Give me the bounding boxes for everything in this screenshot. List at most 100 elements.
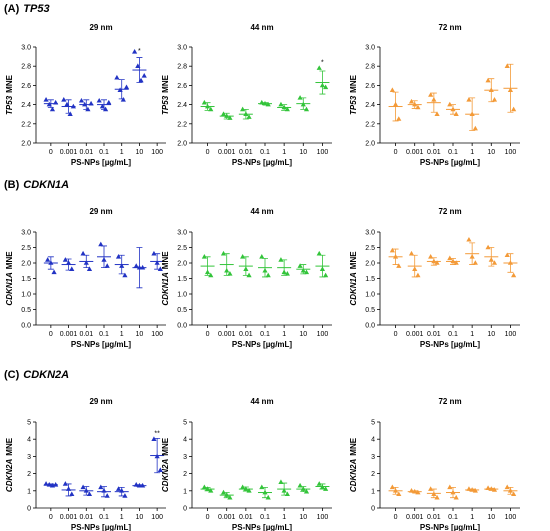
data-point	[98, 484, 104, 490]
error-bar	[154, 253, 161, 270]
error-bar	[242, 256, 249, 276]
y-tick-label: 0.0	[365, 323, 375, 330]
y-label-gene: TP53	[349, 95, 358, 115]
data-point	[491, 260, 498, 265]
chart-title: 44 nm	[250, 397, 273, 406]
y-label-gene: CDKN1A	[161, 272, 170, 306]
y-tick-label: 1.0	[21, 292, 31, 299]
data-point	[408, 250, 415, 256]
data-point	[80, 250, 86, 256]
data-point	[98, 241, 104, 247]
y-label-unit: MNE	[161, 251, 170, 269]
error-bar	[136, 57, 143, 83]
x-tick-label: 10	[487, 149, 495, 156]
x-tick-label: 0	[49, 331, 53, 338]
error-bar	[47, 483, 54, 487]
data-point	[115, 254, 122, 259]
data-point	[396, 116, 402, 121]
y-tick-label: 2.2	[21, 121, 31, 128]
data-point	[396, 491, 402, 497]
x-tick-label: 0	[49, 149, 53, 156]
y-tick-label: 2	[27, 471, 31, 478]
x-axis-label: PS-NPs [µg/mL]	[71, 340, 132, 349]
x-axis-label: PS-NPs [µg/mL]	[232, 158, 293, 167]
data-point	[69, 491, 75, 497]
x-tick-label: 100	[505, 149, 517, 156]
x-tick-label: 100	[151, 331, 163, 338]
y-tick-label: 3.0	[21, 230, 31, 237]
significance: **	[154, 430, 160, 437]
x-tick-label: 10	[299, 331, 307, 338]
data-point	[453, 260, 459, 265]
y-label-unit: MNE	[349, 251, 358, 269]
error-bar	[488, 487, 495, 491]
y-tick-label: 2.5	[365, 245, 375, 252]
data-point	[220, 489, 227, 495]
x-tick-label: 1	[120, 149, 124, 156]
y-tick-label: 0	[371, 506, 375, 513]
y-tick-label: 2.8	[21, 64, 31, 71]
y-tick-label: 0	[183, 506, 187, 513]
data-point	[85, 106, 91, 112]
y-tick-label: 0.5	[365, 307, 375, 314]
x-tick-label: 1	[282, 331, 286, 338]
x-tick-label: 0.1	[448, 149, 458, 156]
error-bar	[488, 247, 495, 267]
y-tick-label: 1.5	[365, 276, 375, 283]
data-point	[43, 97, 49, 102]
data-point	[504, 484, 510, 490]
data-point	[49, 106, 56, 112]
error-bar	[47, 99, 54, 108]
x-tick-label: 0.1	[260, 149, 270, 156]
y-tick-label: 2.4	[177, 102, 187, 109]
x-tick-label: 0.001	[406, 514, 424, 521]
y-tick-label: 2.0	[177, 261, 187, 268]
x-tick-label: 0	[394, 331, 398, 338]
data-point	[67, 111, 73, 116]
data-point	[466, 97, 472, 102]
y-axis-label: CDKN2A MNE	[5, 437, 14, 492]
y-tick-label: 2.5	[21, 245, 31, 252]
x-tick-label: 0.1	[260, 514, 270, 521]
x-tick-label: 100	[151, 514, 163, 521]
panel-gene: TP53	[23, 3, 49, 15]
y-tick-label: 0.5	[21, 307, 31, 314]
data-point	[151, 436, 157, 441]
data-point	[80, 484, 86, 490]
y-axis-label: TP53 MNE	[5, 74, 14, 115]
x-tick-label: 1	[282, 514, 286, 521]
panel-label: (A)	[4, 3, 20, 15]
x-tick-label: 0	[206, 331, 210, 338]
y-tick-label: 2.2	[177, 121, 187, 128]
error-bar	[469, 488, 476, 492]
data-point	[122, 272, 128, 278]
data-point	[114, 74, 120, 80]
y-tick-label: 1	[371, 488, 375, 495]
panel-gene: CDKN2A	[23, 369, 69, 381]
data-point	[106, 99, 112, 105]
data-point	[157, 467, 163, 472]
y-tick-label: 2.0	[365, 141, 375, 148]
y-tick-label: 2.0	[21, 141, 31, 148]
error-bar	[488, 78, 495, 103]
data-point	[51, 269, 57, 275]
data-point	[485, 244, 491, 250]
data-point	[303, 488, 310, 494]
data-point	[447, 101, 453, 107]
y-tick-label: 1	[27, 488, 31, 495]
data-point	[415, 272, 421, 278]
data-point	[284, 271, 290, 276]
error-bar	[281, 259, 288, 276]
data-point	[434, 111, 440, 116]
data-point	[151, 250, 157, 256]
chart-title: 72 nm	[438, 207, 461, 216]
error-bar	[204, 256, 211, 276]
data-point	[278, 101, 284, 107]
y-tick-label: 5	[183, 420, 187, 427]
error-bar	[450, 257, 456, 265]
y-tick-label: 2.0	[21, 261, 31, 268]
y-tick-label: 4	[183, 437, 187, 444]
data-point	[240, 106, 246, 112]
x-tick-label: 10	[487, 514, 495, 521]
data-point	[157, 266, 163, 271]
